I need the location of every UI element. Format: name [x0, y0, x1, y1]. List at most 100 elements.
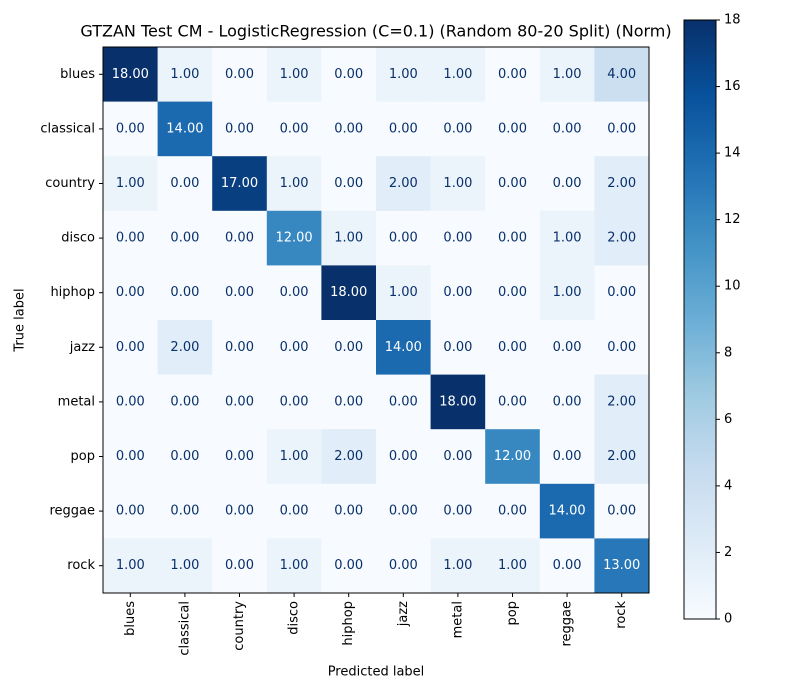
cell-label: 13.00 [603, 558, 640, 573]
y-tick-label: jazz [69, 340, 95, 355]
heatmap-cell [266, 156, 322, 212]
heatmap-cell [430, 210, 486, 266]
heatmap-cell [376, 483, 432, 539]
heatmap-cell [103, 483, 159, 539]
cell-label: 0.00 [389, 121, 418, 136]
colorbar-tick-label: 8 [724, 345, 732, 360]
heatmap-cell [103, 47, 159, 103]
cell-label: 0.00 [607, 340, 636, 355]
heatmap-cell [376, 320, 432, 376]
cell-label: 1.00 [280, 67, 309, 82]
cell-label: 0.00 [225, 231, 254, 246]
cell-label: 0.00 [334, 121, 363, 136]
cell-label: 2.00 [607, 231, 636, 246]
cell-label: 0.00 [116, 394, 145, 409]
heatmap-cell [376, 429, 432, 485]
heatmap-cell [212, 47, 268, 103]
heatmap-cell [157, 210, 213, 266]
cell-label: 0.00 [225, 449, 254, 464]
heatmap-cell [594, 156, 650, 212]
colorbar-tick-label: 4 [724, 478, 732, 493]
cell-label: 18.00 [330, 285, 367, 300]
heatmap-cell [321, 538, 377, 594]
cell-label: 0.00 [334, 67, 363, 82]
cell-label: 2.00 [389, 176, 418, 191]
cell-label: 2.00 [334, 449, 363, 464]
heatmap-cell [321, 47, 377, 103]
heatmap-cell [266, 210, 322, 266]
heatmap-cell [376, 47, 432, 103]
cell-label: 0.00 [498, 176, 527, 191]
chart-title: GTZAN Test CM - LogisticRegression (C=0.… [80, 22, 671, 41]
cell-label: 0.00 [280, 340, 309, 355]
cell-label: 0.00 [443, 231, 472, 246]
cell-label: 0.00 [498, 121, 527, 136]
cell-label: 1.00 [553, 67, 582, 82]
cell-label: 0.00 [334, 340, 363, 355]
heatmap-cell [430, 538, 486, 594]
cell-label: 0.00 [116, 340, 145, 355]
heatmap-cell [539, 101, 595, 157]
x-tick-label: reggae [560, 601, 575, 647]
heatmap-cell [376, 210, 432, 266]
heatmap-cell [430, 156, 486, 212]
cell-label: 14.00 [385, 340, 422, 355]
cell-label: 0.00 [389, 231, 418, 246]
x-tick-label: country [232, 601, 247, 651]
heatmap-cell [212, 429, 268, 485]
heatmap-cell [157, 320, 213, 376]
y-tick-label: hiphop [50, 285, 95, 300]
plot-frame [102, 46, 650, 594]
heatmap-cell [594, 374, 650, 430]
cell-label: 1.00 [443, 176, 472, 191]
heatmap-cell [430, 429, 486, 485]
heatmap-cell [266, 429, 322, 485]
cell-label: 0.00 [225, 340, 254, 355]
cell-label: 1.00 [280, 449, 309, 464]
heatmap-cell [321, 156, 377, 212]
heatmap-cell [376, 265, 432, 321]
y-tick-label: pop [71, 449, 95, 464]
heatmap-cell [594, 47, 650, 103]
heatmap-cell [485, 156, 541, 212]
heatmap-cell [212, 265, 268, 321]
cell-label: 2.00 [607, 449, 636, 464]
heatmap-cell [266, 47, 322, 103]
cell-label: 1.00 [280, 558, 309, 573]
cell-label: 0.00 [280, 285, 309, 300]
heatmap-cell [594, 101, 650, 157]
cell-label: 0.00 [170, 449, 199, 464]
heatmap-cell [212, 156, 268, 212]
y-tick-label: metal [58, 394, 95, 409]
heatmap-cell [430, 47, 486, 103]
cell-label: 0.00 [116, 449, 145, 464]
heatmap-cell [430, 374, 486, 430]
heatmap-cell [321, 101, 377, 157]
heatmap-cell [103, 265, 159, 321]
heatmap-cell [103, 429, 159, 485]
cell-label: 0.00 [498, 285, 527, 300]
heatmap-cell [103, 538, 159, 594]
heatmap-cell [539, 265, 595, 321]
heatmap-cell [539, 47, 595, 103]
cell-label: 0.00 [498, 340, 527, 355]
cell-label: 0.00 [334, 558, 363, 573]
cell-label: 0.00 [116, 285, 145, 300]
heatmap-cell [212, 538, 268, 594]
heatmap-cell [212, 101, 268, 157]
heatmap-cell [430, 265, 486, 321]
cell-label: 0.00 [280, 394, 309, 409]
cell-label: 1.00 [170, 558, 199, 573]
cell-label: 0.00 [389, 394, 418, 409]
heatmap-cell [266, 101, 322, 157]
cell-label: 0.00 [170, 504, 199, 519]
cell-label: 0.00 [443, 449, 472, 464]
heatmap-cell [539, 538, 595, 594]
cell-label: 1.00 [389, 285, 418, 300]
y-tick-label: country [45, 176, 95, 191]
heatmap-cell [103, 210, 159, 266]
y-axis-label: True label [13, 288, 28, 352]
heatmap-cell [376, 156, 432, 212]
heatmap-cell [594, 210, 650, 266]
cell-label: 0.00 [334, 176, 363, 191]
